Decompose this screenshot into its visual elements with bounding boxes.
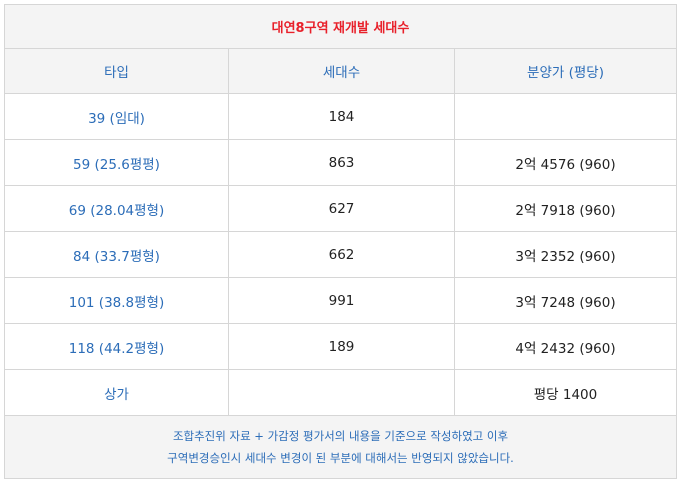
table-row: 상가 평당 1400	[4, 369, 677, 416]
table-row: 84 (33.7평형) 662 3억 2352 (960)	[4, 231, 677, 278]
cell-type: 101 (38.8평형)	[4, 277, 229, 324]
cell-units	[228, 369, 455, 416]
cell-price	[454, 93, 677, 140]
cell-price: 2억 7918 (960)	[454, 185, 677, 232]
header-row: 타입 세대수 분양가 (평당)	[4, 48, 677, 94]
cell-type: 59 (25.6평평)	[4, 139, 229, 186]
cell-type: 39 (임대)	[4, 93, 229, 140]
cell-units: 627	[228, 185, 455, 232]
cell-type: 84 (33.7평형)	[4, 231, 229, 278]
cell-price: 3억 2352 (960)	[454, 231, 677, 278]
cell-type: 118 (44.2평형)	[4, 323, 229, 370]
table-row: 59 (25.6평평) 863 2억 4576 (960)	[4, 139, 677, 186]
header-type: 타입	[4, 48, 229, 94]
header-price: 분양가 (평당)	[454, 48, 677, 94]
table-title: 대연8구역 재개발 세대수	[4, 4, 677, 49]
unit-table: 대연8구역 재개발 세대수 타입 세대수 분양가 (평당) 39 (임대) 18…	[4, 4, 677, 479]
cell-price: 3억 7248 (960)	[454, 277, 677, 324]
cell-price: 2억 4576 (960)	[454, 139, 677, 186]
header-units: 세대수	[228, 48, 455, 94]
cell-type: 상가	[4, 369, 229, 416]
cell-units: 184	[228, 93, 455, 140]
footnote: 조합추진위 자료 + 가감정 평가서의 내용을 기준으로 작성하였고 이후 구역…	[4, 415, 677, 479]
cell-units: 189	[228, 323, 455, 370]
footnote-line: 조합추진위 자료 + 가감정 평가서의 내용을 기준으로 작성하였고 이후	[172, 429, 509, 443]
cell-units: 863	[228, 139, 455, 186]
table-row: 101 (38.8평형) 991 3억 7248 (960)	[4, 277, 677, 324]
cell-price: 4억 2432 (960)	[454, 323, 677, 370]
cell-units: 662	[228, 231, 455, 278]
table-row: 69 (28.04평형) 627 2억 7918 (960)	[4, 185, 677, 232]
footnote-line: 구역변경승인시 세대수 변경이 된 부분에 대해서는 반영되지 않았습니다.	[167, 451, 514, 465]
title-row: 대연8구역 재개발 세대수	[4, 4, 677, 49]
cell-price: 평당 1400	[454, 369, 677, 416]
cell-type: 69 (28.04평형)	[4, 185, 229, 232]
table-row: 118 (44.2평형) 189 4억 2432 (960)	[4, 323, 677, 370]
note-row: 조합추진위 자료 + 가감정 평가서의 내용을 기준으로 작성하였고 이후 구역…	[4, 415, 677, 479]
unit-table-container: 대연8구역 재개발 세대수 타입 세대수 분양가 (평당) 39 (임대) 18…	[4, 4, 677, 479]
table-row: 39 (임대) 184	[4, 93, 677, 140]
cell-units: 991	[228, 277, 455, 324]
